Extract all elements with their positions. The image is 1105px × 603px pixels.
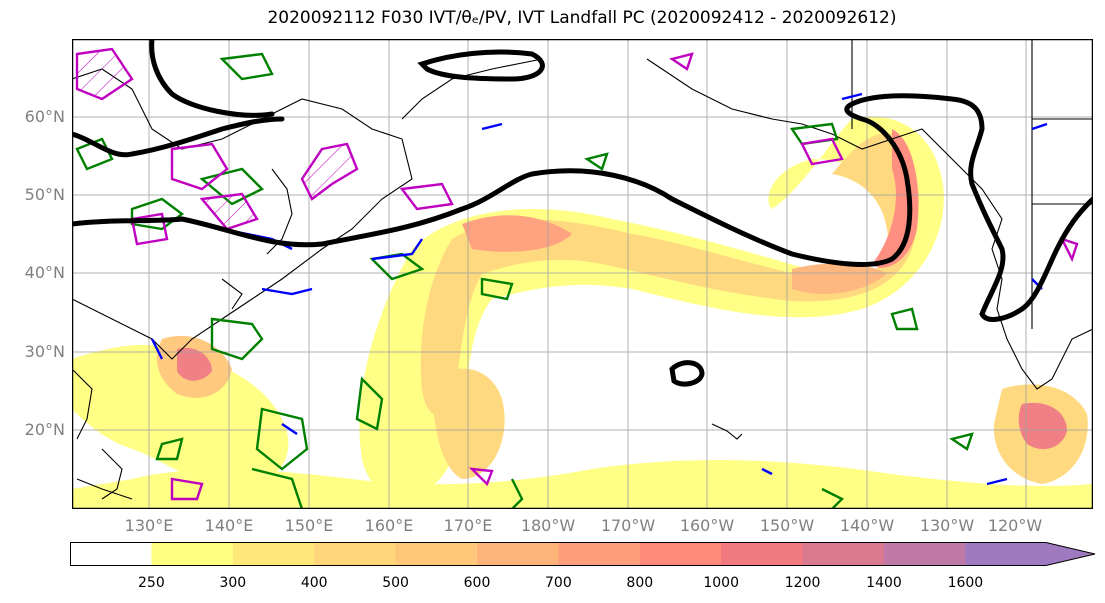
- lon-label: 130°W: [919, 516, 975, 535]
- pv-positive-contours: [75, 47, 1079, 501]
- map-title: 2020092112 F030 IVT/θₑ/PV, IVT Landfall …: [267, 8, 897, 28]
- lon-label: 170°W: [600, 516, 656, 535]
- lon-label: 160°W: [679, 516, 735, 535]
- colorbar: [70, 542, 1096, 566]
- lon-label: 150°E: [284, 516, 334, 535]
- colorbar-tick-label: 300: [219, 575, 247, 591]
- colorbar-segment: [965, 542, 1095, 566]
- graticule: [72, 39, 1093, 509]
- lat-label: 20°N: [24, 420, 65, 439]
- colorbar-tick-label: 700: [545, 575, 572, 591]
- lon-label: 180°W: [520, 516, 576, 535]
- map-canvas: [72, 39, 1093, 509]
- colorbar-segment: [232, 542, 315, 566]
- colorbar-tick-label: 600: [463, 575, 491, 591]
- colorbar-segment: [151, 542, 234, 566]
- colorbar-tick-label: 1400: [866, 575, 902, 591]
- lon-label: 130°E: [124, 516, 174, 535]
- ivt-shading: [72, 116, 1093, 509]
- lon-label: 160°E: [364, 516, 414, 535]
- lat-label: 60°N: [24, 107, 65, 126]
- lat-label: 50°N: [24, 185, 65, 204]
- lon-label: 170°E: [443, 516, 493, 535]
- lon-label: 140°E: [204, 516, 254, 535]
- lon-label: 140°W: [839, 516, 895, 535]
- colorbar-segment: [314, 542, 397, 566]
- lon-label: 120°W: [987, 516, 1043, 535]
- colorbar-segment: [558, 542, 641, 566]
- colorbar-tick-label: 1200: [784, 575, 821, 591]
- colorbar-segment: [70, 542, 152, 566]
- colorbar-tick-label: 800: [626, 575, 654, 591]
- colorbar-tick-label: 250: [138, 575, 165, 591]
- colorbar-segment: [884, 542, 966, 566]
- colorbar-tick-label: 400: [300, 575, 328, 591]
- ivt-landfall-contour: [72, 39, 1093, 387]
- colorbar-tick-label: 1600: [947, 575, 984, 591]
- lat-label: 30°N: [24, 342, 65, 361]
- colorbar-tick-label: 1000: [703, 575, 740, 591]
- colorbar-tick-label: 500: [382, 575, 409, 591]
- colorbar-segment: [802, 542, 885, 566]
- lat-label: 40°N: [24, 263, 65, 282]
- colorbar-segment: [639, 542, 722, 566]
- colorbar-segment: [477, 542, 559, 566]
- colorbar-segment: [395, 542, 478, 566]
- lon-label: 150°W: [759, 516, 815, 535]
- colorbar-segment: [721, 542, 804, 566]
- map-panel: [72, 39, 1093, 509]
